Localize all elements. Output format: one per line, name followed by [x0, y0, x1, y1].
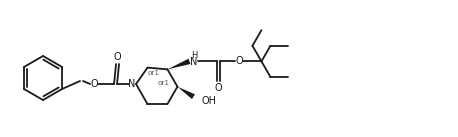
Text: O: O — [113, 52, 121, 62]
Text: OH: OH — [202, 96, 217, 106]
Text: N: N — [128, 79, 136, 89]
Polygon shape — [177, 87, 195, 99]
Polygon shape — [168, 59, 191, 69]
Text: O: O — [90, 79, 98, 89]
Text: O: O — [215, 83, 222, 93]
Text: N: N — [190, 57, 197, 67]
Text: or1: or1 — [147, 70, 159, 76]
Text: H: H — [191, 51, 198, 60]
Text: O: O — [235, 56, 243, 66]
Text: or1: or1 — [158, 80, 169, 86]
